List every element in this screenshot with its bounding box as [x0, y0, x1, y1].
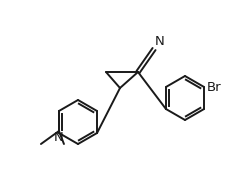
Text: N: N [155, 35, 165, 48]
Text: Br: Br [207, 80, 222, 93]
Text: N: N [54, 131, 64, 144]
